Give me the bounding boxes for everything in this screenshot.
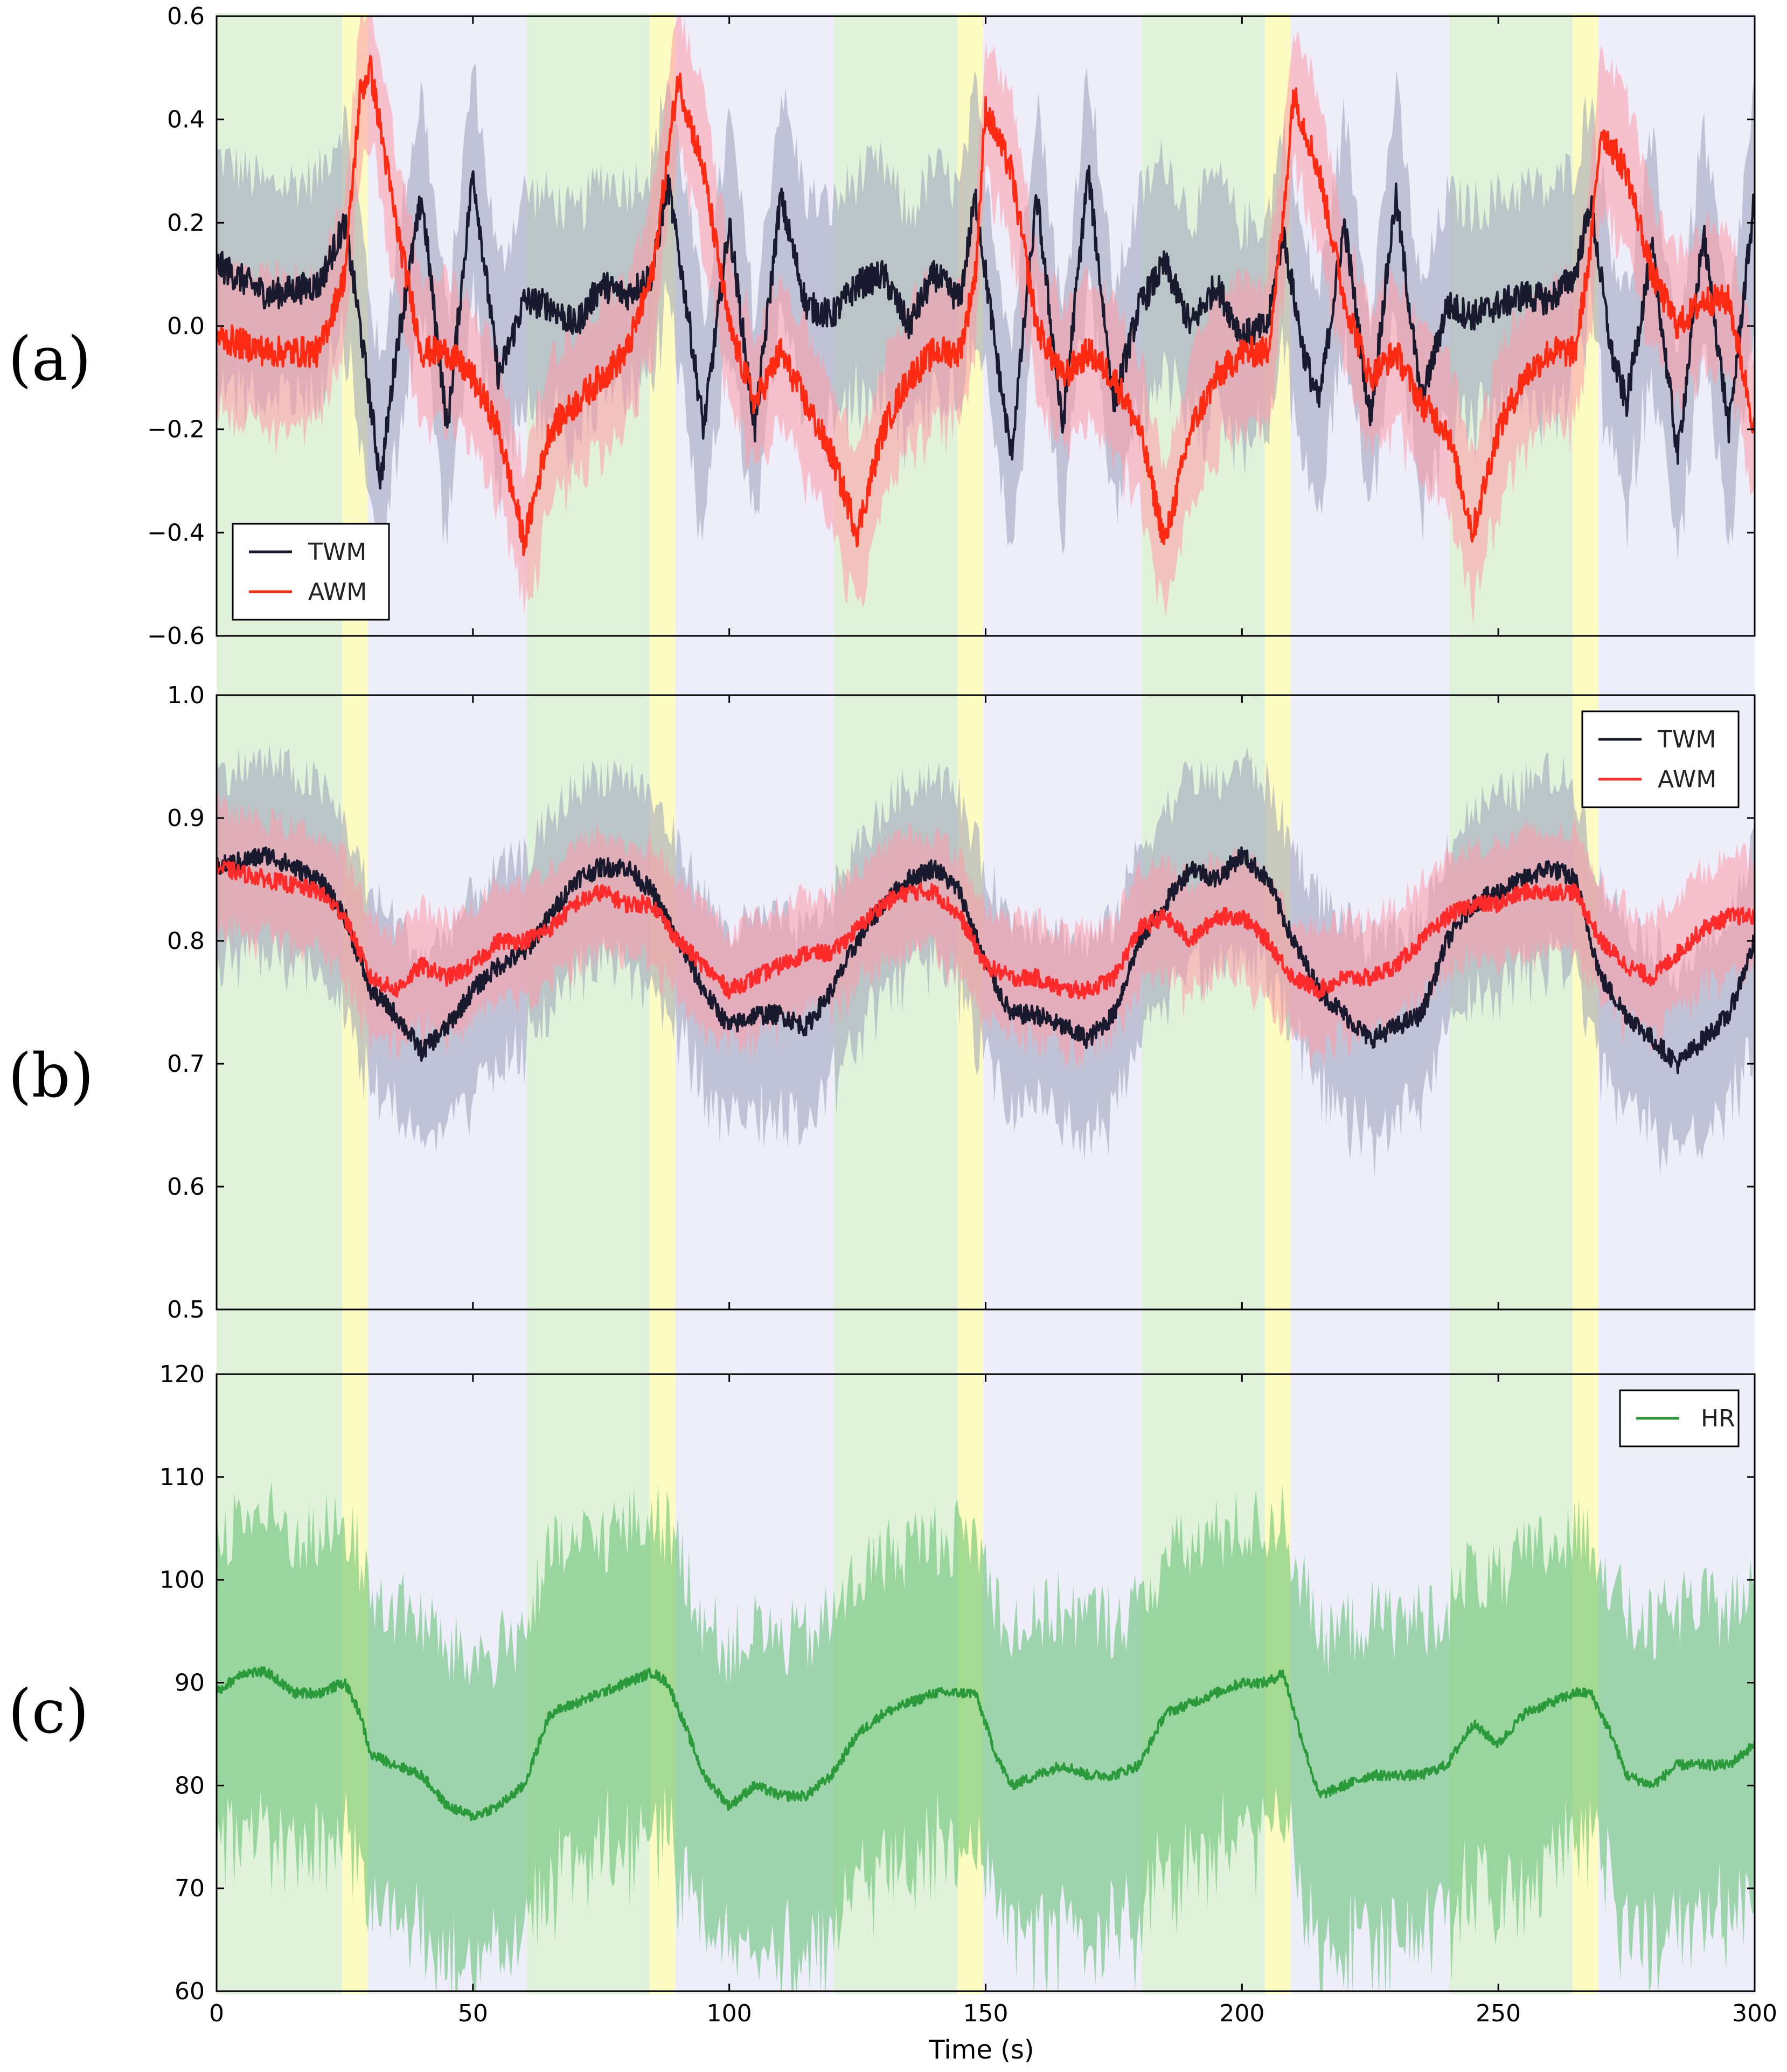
y-tick-label: −0.4 [147,519,205,546]
plot-area [217,16,1755,626]
band-awm [217,16,1755,626]
y-tick-label: 120 [159,1361,205,1388]
series-hr [217,1666,1755,1821]
series-twm [217,165,1755,490]
legend: HR [1619,1389,1740,1447]
y-tick-label: 0.6 [167,1173,205,1201]
legend-label-twm: TWM [308,538,366,566]
y-tick-label: 0.6 [167,3,205,30]
x-tick-label: 300 [1732,2000,1777,2027]
y-tick-label: 0.9 [167,805,205,832]
legend-label-twm: TWM [1657,726,1716,753]
plot-area [217,1481,1755,1991]
legend: TWM AWM [1581,710,1740,808]
x-axis-title: Time (s) [928,2035,1034,2065]
x-tick-label: 250 [1476,2000,1521,2027]
y-tick-label: 90 [175,1669,205,1697]
y-tick-label: 0.2 [167,209,205,237]
plot-area [217,743,1755,1177]
x-tick-label: 150 [963,2000,1009,2027]
y-tick-label: −0.2 [147,416,205,443]
y-tick-label: −0.6 [147,622,205,650]
x-tick-label: 50 [458,2000,488,2027]
panel-label-b: (b) [8,1041,94,1111]
x-tick-label: 0 [209,2000,224,2027]
y-tick-label: 60 [175,1978,205,2005]
band-twm [217,63,1755,599]
legend-label-hr: HR [1701,1405,1735,1432]
x-tick-label: 200 [1219,2000,1264,2027]
y-tick-label: 0.8 [167,927,205,955]
panel-label-c: (c) [8,1677,89,1747]
series-awm [217,858,1755,1000]
y-tick-label: 80 [175,1772,205,1799]
panel-c: 120 110 100 90 80 70 600 50 100 150 200 250 300 HR [159,1361,1777,2027]
y-tick-label: 70 [175,1875,205,1902]
x-tick-label: 100 [707,2000,752,2027]
legend: TWM AWM [232,523,390,621]
y-tick-label: 0.5 [167,1296,205,1323]
band-hr [217,1481,1755,1991]
y-tick-label: 0.4 [167,106,205,134]
y-tick-label: 0.0 [167,313,205,340]
y-tick-label: 100 [159,1567,205,1594]
y-tick-label: 110 [159,1464,205,1491]
panel-label-a: (a) [8,324,91,394]
panel-a: 0.6 0.4 0.2 0.0 −0.2 −0.4 −0.6 TWM AWM [147,3,1756,650]
y-tick-label: 0.7 [167,1050,205,1078]
legend-label-awm: AWM [308,578,367,606]
series-awm [217,54,1755,557]
y-tick-label: 1.0 [167,682,205,709]
legend-label-awm: AWM [1658,766,1716,793]
panel-b: 1.0 0.9 0.8 0.7 0.6 0.5 TWM AWM [167,682,1756,1323]
panels: 0.6 0.4 0.2 0.0 −0.2 −0.4 −0.6 TWM AWM 1.0 0.9 0.8 0… [147,3,1777,2027]
